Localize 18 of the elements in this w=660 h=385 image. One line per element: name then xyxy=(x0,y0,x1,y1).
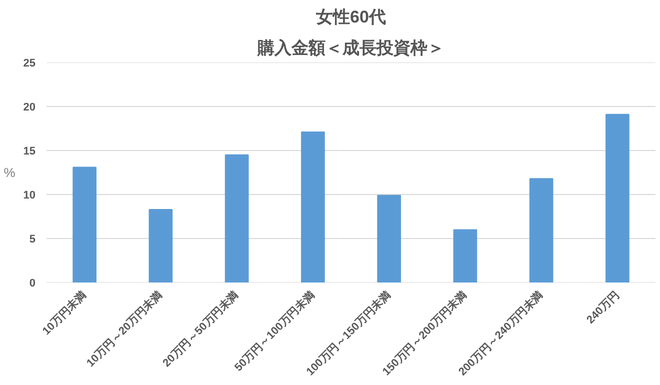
chart-subtitle: 購入金額＜成長投資枠＞ xyxy=(256,38,444,58)
y-tick-label: 20 xyxy=(23,102,36,114)
bar xyxy=(606,114,630,282)
bar xyxy=(148,208,173,282)
bar xyxy=(224,154,249,282)
bar xyxy=(529,178,554,282)
y-axis-title: % xyxy=(4,165,16,180)
chart-title: 女性60代 xyxy=(315,8,386,26)
y-tick-label: 15 xyxy=(23,146,36,158)
y-tick-label: 10 xyxy=(23,190,36,202)
bar xyxy=(301,132,325,282)
bar xyxy=(453,229,478,282)
y-tick-label: 0 xyxy=(29,278,36,290)
y-tick-label: 25 xyxy=(23,58,36,70)
x-tick-label: 10万円未満 xyxy=(40,288,89,338)
bar xyxy=(72,166,96,282)
y-tick-label: 5 xyxy=(29,234,36,246)
bar xyxy=(377,194,401,282)
